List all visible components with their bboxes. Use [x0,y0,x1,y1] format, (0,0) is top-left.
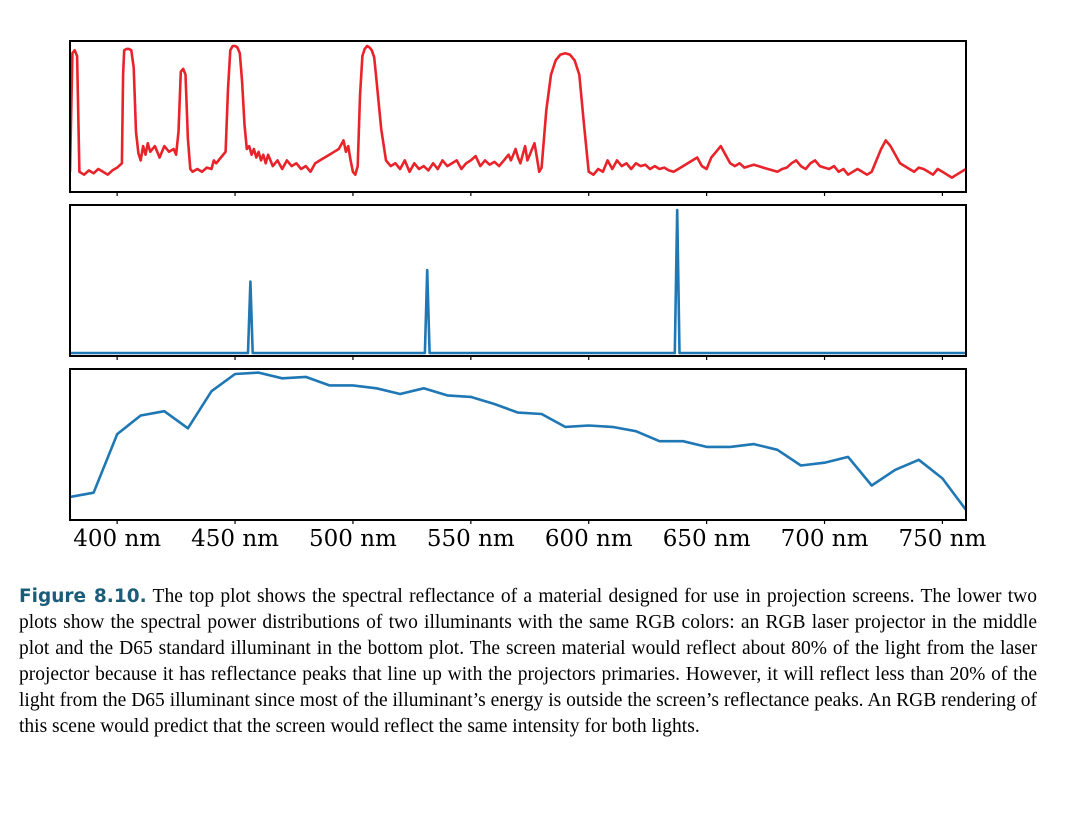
caption-text: The top plot shows the spectral reflecta… [19,586,1037,737]
series-line [70,44,966,179]
x-tick-label: 400 nm [73,526,161,552]
x-tick-label: 750 nm [898,526,986,552]
plot-frame [69,40,967,193]
series-line [70,371,966,511]
x-tick-label: 650 nm [663,526,751,552]
figure-plots: 400 nm 450 nm 500 nm 550 nm 600 nm 650 nm 700 … [69,40,987,552]
x-tick-label: 450 nm [191,526,279,552]
x-tick-label: 700 nm [781,526,869,552]
laser-projector-plot [69,204,967,360]
x-tick-label: 600 nm [545,526,633,552]
x-axis-ticks: 400 nm 450 nm 500 nm 550 nm 600 nm 650 nm 700 … [73,526,986,552]
reflectance-plot [69,40,967,196]
series-line [70,208,966,355]
x-tick-label: 500 nm [309,526,397,552]
x-tick-label: 550 nm [427,526,515,552]
figure-caption: Figure 8.10. The top plot shows the spec… [19,584,1037,740]
plot-frame [69,368,967,521]
plot-frame [69,204,967,357]
d65-illuminant-plot [69,368,967,524]
figure-label: Figure 8.10. [19,586,147,607]
